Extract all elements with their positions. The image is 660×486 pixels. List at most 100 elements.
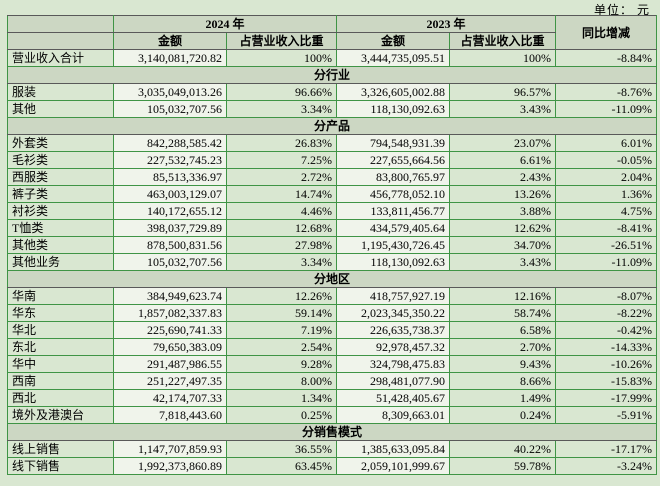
amount-2023-cell: 2,059,101,999.67 [336,457,451,475]
amount-2024-cell: 79,650,383.09 [113,338,227,356]
amount-2023-cell: 3,326,605,002.88 [336,83,451,101]
yoy-change-cell: -5.91% [555,406,658,424]
amount-2024-cell: 463,003,129.07 [113,185,227,203]
unit-label: 单位： 元 [593,3,650,17]
amount-2023-cell: 83,800,765.97 [336,168,451,186]
amount-2024-cell: 842,288,585.42 [113,134,227,152]
pct-2024-cell: 26.83% [225,134,338,152]
table-row: 其他类 878,500,831.56 27.98% 1,195,430,726.45 3… [7,236,658,254]
pct-2024-cell: 7.19% [225,321,338,339]
section-row: 分销售模式 [6,423,658,441]
amount-2024-cell: 105,032,707.56 [113,253,227,271]
row-label-cell: 华北 [7,321,114,339]
table-row: 西服类 85,513,336.97 2.72% 83,800,765.97 2.43% 2… [7,168,658,186]
year-2024-header: 2024 年 [112,15,338,33]
table-row: 西北 42,174,707.33 1.34% 51,428,405.67 1.49% -1… [7,389,658,407]
yoy-change-cell: -8.84% [555,49,658,67]
yoy-change-cell: -0.05% [555,151,658,169]
yoy-change-cell: 1.36% [555,185,658,203]
amount-2023-cell: 1,385,633,095.84 [336,440,451,458]
amount-2023-cell: 418,757,927.19 [336,287,451,305]
amount-2023-cell: 456,778,052.10 [336,185,451,203]
pct-2024-cell: 59.14% [225,304,338,322]
row-label-cell: 西南 [7,372,114,390]
amount-2024-cell: 42,174,707.33 [113,389,227,407]
amount-2023-cell: 2,023,345,350.22 [336,304,451,322]
pct-2024-cell: 4.46% [225,202,338,220]
row-label-cell: 境外及港澳台 [7,406,114,424]
amount-2024-cell: 1,992,373,860.89 [113,457,227,475]
row-label-cell: 服装 [7,83,114,101]
row-label-cell: 外套类 [7,134,114,152]
revenue-breakdown-table: 2024 年 2023 年 同比增减 金额 占营业收入比重 金额 占营业收入比重… [6,15,658,475]
pct-2023-cell: 9.43% [449,355,557,373]
yoy-change-cell: -0.42% [555,321,658,339]
amount-2023-cell: 434,579,405.64 [336,219,451,237]
pct-2024-cell: 1.34% [225,389,338,407]
corner-cell-2 [7,32,114,50]
yoy-change-cell: -17.17% [555,440,658,458]
table-row: T恤类 398,037,729.89 12.68% 434,579,405.64 12.… [7,219,658,237]
amount-2023-cell: 1,195,430,726.45 [336,236,451,254]
yoy-change-cell: -8.76% [555,83,658,101]
corner-cell [7,15,114,33]
pct-2024-cell: 8.00% [225,372,338,390]
pct-2024-cell: 96.66% [225,83,338,101]
table-row: 服装 3,035,049,013.26 96.66% 3,326,605,002.88… [7,83,658,101]
yoy-change-cell: -8.22% [555,304,658,322]
table-row: 境外及港澳台 7,818,443.60 0.25% 8,309,663.01 0.24%… [7,406,658,424]
pct-2023-cell: 6.61% [449,151,557,169]
pct-2023-cell: 96.57% [449,83,557,101]
pct-2024-cell: 12.26% [225,287,338,305]
row-label-cell: 营业收入合计 [7,49,114,67]
section-title: 分产品 [6,117,658,135]
amount-2024-cell: 878,500,831.56 [113,236,227,254]
amount-2024-cell: 1,857,082,337.83 [113,304,227,322]
header-row-years: 2024 年 2023 年 同比增减 [7,15,658,50]
amount-2023-cell: 324,798,475.83 [336,355,451,373]
amount-2023-cell: 3,444,735,095.51 [336,49,451,67]
table-row: 其他 105,032,707.56 3.34% 118,130,092.63 3.43%… [7,100,658,118]
amount-2023-cell: 298,481,077.90 [336,372,451,390]
pct-2024-cell: 27.98% [225,236,338,254]
amount-2024-cell: 398,037,729.89 [113,219,227,237]
pct-2024-header: 占营业收入比重 [225,32,338,50]
pct-2024-cell: 3.34% [225,253,338,271]
yoy-change-cell: 4.75% [555,202,658,220]
section-row: 分产品 [6,117,658,135]
table-row: 西南 251,227,497.35 8.00% 298,481,077.90 8.66%… [7,372,658,390]
amount-2023-cell: 226,635,738.37 [336,321,451,339]
pct-2024-cell: 7.25% [225,151,338,169]
row-label-cell: 线上销售 [7,440,114,458]
amount-2023-cell: 133,811,456.77 [336,202,451,220]
pct-2023-cell: 2.70% [449,338,557,356]
amount-2024-cell: 85,513,336.97 [113,168,227,186]
table-row: 线上销售 1,147,707,859.93 36.55% 1,385,633,095.… [7,440,658,458]
section-row: 分行业 [6,66,658,84]
yoy-change-cell: -10.26% [555,355,658,373]
row-label-cell: 其他类 [7,236,114,254]
table-row: 华南 384,949,623.74 12.26% 418,757,927.19 12.1… [7,287,658,305]
row-label-cell: 东北 [7,338,114,356]
pct-2024-cell: 0.25% [225,406,338,424]
table-row: 裤子类 463,003,129.07 14.74% 456,778,052.10 13.… [7,185,658,203]
amount-2024-cell: 7,818,443.60 [113,406,227,424]
header-row-measures: 金额 占营业收入比重 金额 占营业收入比重 [7,32,657,50]
amount-2024-header: 金额 [113,32,227,50]
row-label-cell: 毛衫类 [7,151,114,169]
row-label-cell: 衬衫类 [7,202,114,220]
table-row: 华东 1,857,082,337.83 59.14% 2,023,345,350.22… [7,304,658,322]
table-row: 东北 79,650,383.09 2.54% 92,978,457.32 2.70% -1… [7,338,658,356]
pct-2023-cell: 58.74% [449,304,557,322]
table-row: 其他业务 105,032,707.56 3.34% 118,130,092.63 3.4… [7,253,658,271]
pct-2023-cell: 3.43% [449,253,557,271]
pct-2023-cell: 3.43% [449,100,557,118]
section-title: 分地区 [6,270,658,288]
table-row: 线下销售 1,992,373,860.89 63.45% 2,059,101,999.… [7,457,658,475]
yoy-change-cell: -8.41% [555,219,658,237]
row-label-cell: 华中 [7,355,114,373]
amount-2024-cell: 1,147,707,859.93 [113,440,227,458]
row-label-cell: 西北 [7,389,114,407]
table-row: 华中 291,487,986.55 9.28% 324,798,475.83 9.43%… [7,355,658,373]
